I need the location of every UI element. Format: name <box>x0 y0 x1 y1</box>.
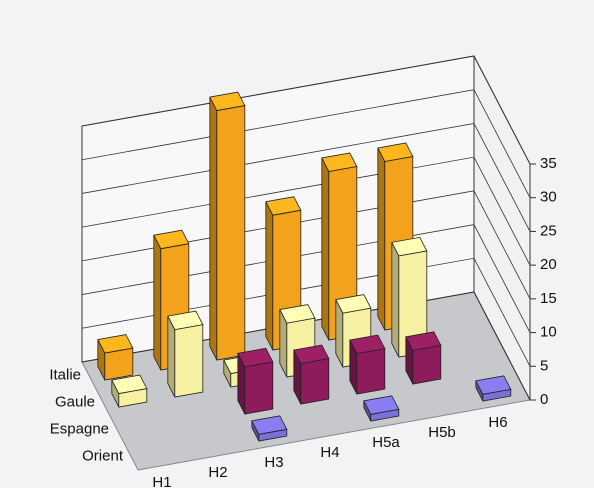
x-tick-label: H2 <box>208 464 227 481</box>
bar-top <box>363 395 400 415</box>
y-tick-label: 35 <box>540 155 557 172</box>
bar <box>363 395 400 422</box>
bar-side <box>265 201 274 351</box>
bar-side <box>321 157 330 341</box>
x-tick-label: H5a <box>372 434 400 451</box>
bar-front <box>356 348 386 395</box>
bar <box>167 310 204 398</box>
bar <box>97 334 134 381</box>
bar-top <box>349 334 386 355</box>
bar-top <box>265 196 302 216</box>
bar-top <box>391 236 428 257</box>
bar <box>293 344 330 405</box>
x-tick-label: H3 <box>264 454 283 471</box>
x-tick-label: H4 <box>320 444 339 461</box>
bar-top <box>237 347 274 368</box>
bar-top <box>111 374 148 395</box>
bar <box>405 331 442 385</box>
x-tick-label: H1 <box>152 474 171 488</box>
y-tick-label: 5 <box>540 357 548 374</box>
bar-top <box>251 415 288 435</box>
bar-front <box>244 361 274 415</box>
y-tick-label: 15 <box>540 290 557 307</box>
bar-top <box>167 310 204 331</box>
bar <box>111 374 148 408</box>
bar-top <box>153 229 190 250</box>
bar <box>349 334 386 395</box>
bar-top <box>377 142 414 162</box>
y-tick-label: 10 <box>540 324 557 341</box>
legend-label: Gaule <box>55 393 95 410</box>
bar-top <box>97 334 134 354</box>
x-tick-label: H6 <box>488 414 507 431</box>
y-tick-label: 0 <box>540 391 548 408</box>
bar-top <box>293 344 330 365</box>
bar-top <box>335 294 372 314</box>
bar-front <box>412 344 442 385</box>
bar <box>209 91 246 361</box>
bar-side <box>391 242 400 358</box>
x-tick-label: H5b <box>428 424 456 441</box>
bar-side <box>377 147 386 331</box>
bar-front <box>216 105 246 361</box>
y-tick-label: 20 <box>540 256 557 273</box>
bar-side <box>153 234 162 371</box>
bar-top <box>209 91 246 112</box>
bar <box>475 375 512 402</box>
bar-top <box>475 375 512 395</box>
bar-side <box>209 96 218 361</box>
y-tick-label: 30 <box>540 189 557 206</box>
legend-label: Italie <box>49 366 81 383</box>
bar-front <box>104 347 134 381</box>
bar <box>321 152 358 341</box>
bar-top <box>279 304 316 324</box>
bar-top <box>321 152 358 172</box>
y-tick-label: 25 <box>540 222 557 239</box>
bar-front <box>300 358 330 405</box>
bar <box>251 415 288 442</box>
bar <box>237 347 274 415</box>
bar-front <box>174 324 204 398</box>
legend-label: Espagne <box>50 420 109 437</box>
legend-label: Orient <box>82 447 124 464</box>
bar-top <box>405 331 442 351</box>
